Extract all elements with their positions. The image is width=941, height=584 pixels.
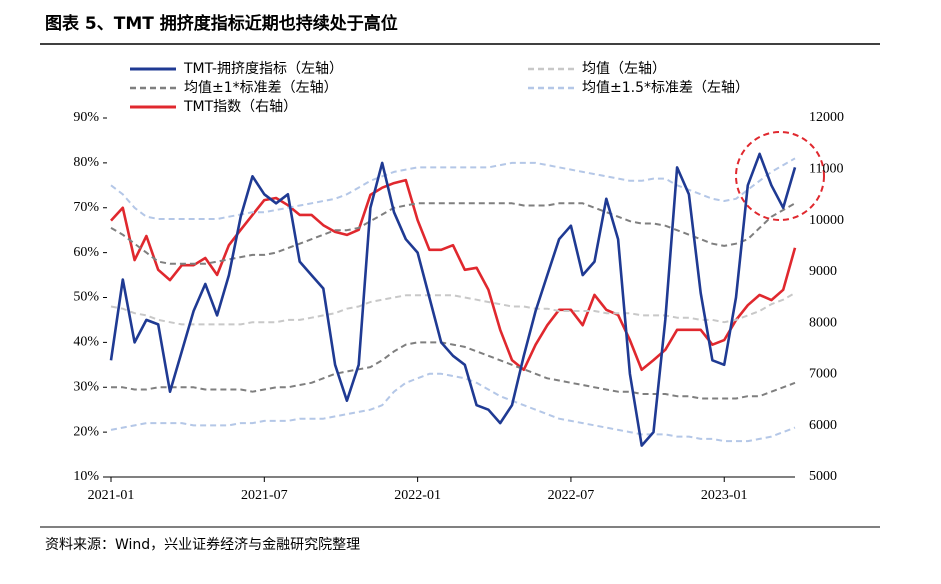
y2-tick-label: 11000 — [809, 162, 843, 177]
y2-tick-label: 6000 — [809, 418, 837, 433]
y-tick-label: 70% — [73, 200, 99, 215]
series-line — [110, 178, 797, 372]
series-line — [110, 157, 796, 220]
y-tick-label: 30% — [73, 379, 99, 394]
series-line — [111, 341, 796, 400]
x-tick-label: 2022-01 — [394, 488, 441, 503]
y2-tick-label: 10000 — [809, 213, 844, 228]
y-tick-label: 50% — [73, 290, 99, 305]
legend-label: TMT指数（右轴） — [183, 99, 297, 115]
y2-tick-label: 12000 — [809, 110, 844, 125]
y2-tick-label: 9000 — [809, 264, 837, 279]
x-tick-label: 2022-07 — [548, 488, 595, 503]
legend-label: TMT-拥挤度指标（左轴） — [183, 61, 343, 77]
x-tick-label: 2021-07 — [241, 488, 288, 503]
series-line — [109, 152, 797, 447]
chart-title: 图表 5、TMT 拥挤度指标近期也持续处于高位 — [45, 13, 398, 34]
y2-tick-label: 5000 — [809, 469, 837, 484]
legend-label: 均值±1*标准差（左轴） — [184, 80, 338, 96]
legend-label: 均值（左轴） — [582, 61, 666, 77]
highlight-circle — [735, 131, 825, 221]
y2-tick-label: 8000 — [809, 315, 837, 330]
y-tick-label: 10% — [73, 469, 99, 484]
y-tick-label: 20% — [73, 424, 99, 439]
x-tick-label: 2021-01 — [88, 488, 135, 503]
y-tick-label: 90% — [73, 110, 99, 125]
x-tick-label: 2023-01 — [701, 488, 748, 503]
y2-tick-label: 7000 — [809, 367, 837, 382]
legend-label: 均值±1.5*标准差（左轴） — [582, 80, 749, 96]
y-tick-label: 60% — [73, 245, 99, 260]
y-tick-label: 80% — [73, 155, 99, 170]
series-line — [110, 202, 796, 265]
y-tick-label: 40% — [73, 335, 99, 350]
source: 资料来源：Wind，兴业证券经济与金融研究院整理 — [45, 537, 360, 553]
series-line — [110, 372, 796, 443]
